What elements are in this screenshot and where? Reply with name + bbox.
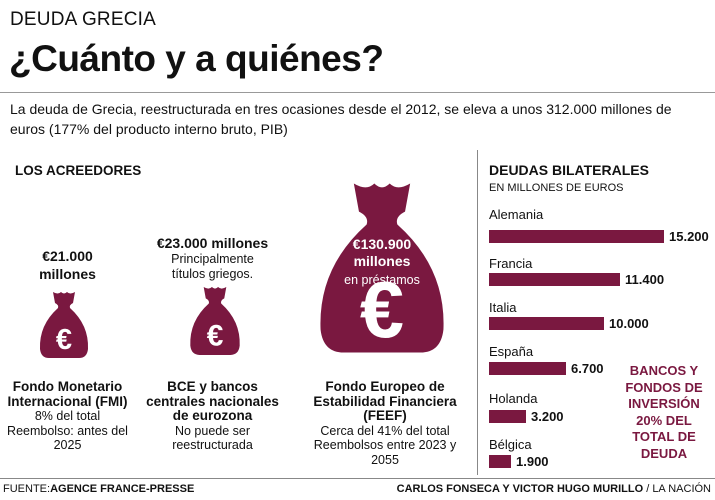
bar <box>489 230 664 243</box>
credits: CARLOS FONSECA Y VICTOR HUGO MURILLO / L… <box>396 483 711 495</box>
creditor-amount: €130.900 millones <box>352 236 412 269</box>
creditor-caption: BCE y bancos centrales nacionales de eur… <box>146 379 279 452</box>
creditor-caption: Fondo Monetario Internacional (FMI) 8% de… <box>7 379 128 452</box>
bar-category-label: Holanda <box>489 391 538 406</box>
chart-subtitle: EN MILLONES DE EUROS <box>489 182 624 194</box>
bar <box>489 317 604 330</box>
chart-title: DEUDAS BILATERALES <box>489 162 649 178</box>
divider <box>477 150 478 475</box>
divider <box>0 478 715 479</box>
svg-text:€: € <box>207 320 224 353</box>
bar-value-label: 15.200 <box>669 229 709 244</box>
bar <box>489 362 566 375</box>
bar-category-label: Italia <box>489 300 517 315</box>
creditor-header: €130.900 millones en préstamos <box>332 236 432 288</box>
bar-value-label: 10.000 <box>609 316 649 331</box>
divider <box>0 92 715 93</box>
creditor-header: €23.000 millones Principalmente títulos … <box>145 234 280 281</box>
bar-value-label: 3.200 <box>531 409 564 424</box>
source: FUENTE:AGENCE FRANCE-PRESSE <box>3 483 195 495</box>
bar-category-label: Francia <box>489 256 533 271</box>
bar-category-label: Alemania <box>489 207 544 222</box>
page-title: ¿Cuánto y a quiénes? <box>9 38 384 79</box>
bar-category-label: España <box>489 344 534 359</box>
chart-annotation: BANCOS Y FONDOS DE INVERSIÓN 20% DEL TOT… <box>625 363 703 461</box>
bar-category-label: Bélgica <box>489 437 532 452</box>
svg-text:€: € <box>360 265 404 354</box>
creditor-note: Principalmente títulos griegos. <box>171 252 254 281</box>
kicker: DEUDA GRECIA <box>10 9 156 30</box>
bar-value-label: 1.900 <box>516 454 549 469</box>
bar <box>489 455 511 468</box>
money-bag-euro-icon: € <box>39 292 89 358</box>
intro-text: La deuda de Grecia, reestructurada en tr… <box>10 101 672 137</box>
creditor-note: en préstamos <box>344 273 420 287</box>
creditor-amount: €23.000 millones <box>156 235 269 251</box>
bar <box>489 410 526 423</box>
money-bag-euro-icon: € <box>320 183 444 354</box>
bar <box>489 273 620 286</box>
money-bag-euro-icon: € <box>190 287 240 355</box>
creditor-amount: €21.000 millones <box>39 248 96 282</box>
svg-text:€: € <box>56 324 72 356</box>
bar-value-label: 6.700 <box>571 361 604 376</box>
bar-value-label: 11.400 <box>625 272 665 287</box>
creditors-heading: LOS ACREEDORES <box>15 163 142 178</box>
creditor-caption: Fondo Europeo de Estabilidad Financiera … <box>313 379 457 467</box>
creditor-header: €21.000 millones <box>25 247 110 283</box>
